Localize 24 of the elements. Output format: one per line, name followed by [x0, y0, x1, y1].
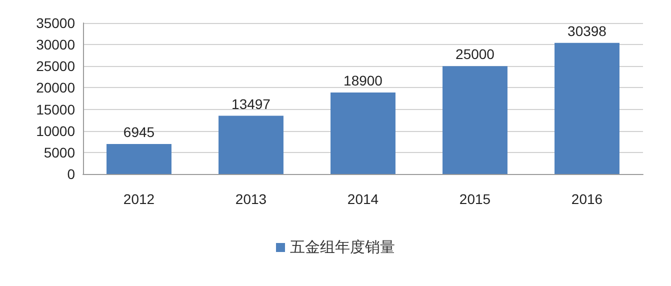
y-tick-label: 35000 — [36, 15, 76, 31]
y-tick-label: 25000 — [36, 58, 76, 74]
bar — [330, 92, 396, 174]
bar — [554, 42, 620, 174]
legend-label: 五金组年度销量 — [290, 239, 395, 256]
x-tick-label: 2014 — [347, 191, 379, 207]
x-tick-label: 2016 — [571, 191, 603, 207]
y-tick-label: 5000 — [44, 144, 76, 160]
x-tick-label: 2013 — [235, 191, 267, 207]
data-label: 25000 — [456, 46, 495, 62]
data-label: 13497 — [232, 96, 271, 112]
y-tick-label: 0 — [67, 166, 76, 182]
y-tick-label: 10000 — [36, 122, 76, 139]
bar — [218, 116, 284, 174]
bar — [442, 66, 508, 174]
x-tick-label: 2015 — [459, 191, 491, 207]
data-label: 18900 — [344, 72, 383, 88]
y-tick-label: 15000 — [36, 101, 76, 118]
data-label: 30398 — [568, 22, 607, 39]
data-label: 6945 — [123, 124, 155, 140]
x-tick-label: 2012 — [123, 191, 155, 207]
y-tick-label: 30000 — [36, 36, 76, 53]
bar — [106, 144, 172, 174]
y-tick-label: 20000 — [36, 80, 76, 96]
